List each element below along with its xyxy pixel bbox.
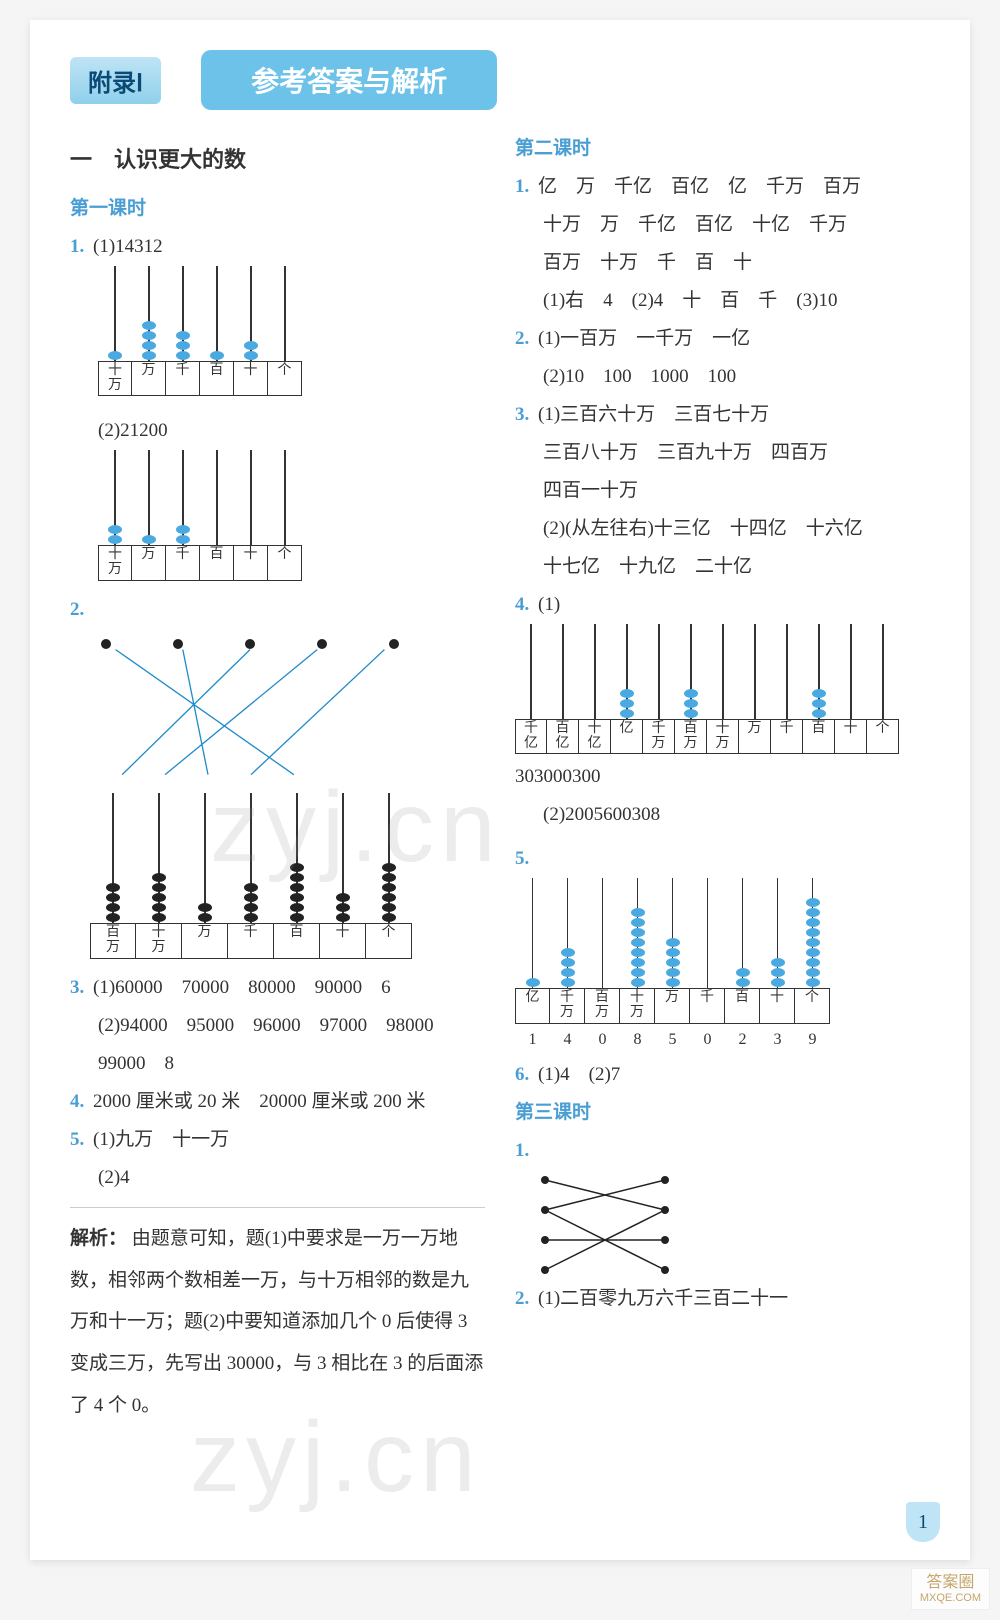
q3-2: (2)94000 95000 96000 97000 98000 xyxy=(70,1007,485,1045)
r-q4: 4. (1) xyxy=(515,586,930,624)
r-q4-2: (2)2005600308 xyxy=(515,796,930,834)
l3-q1: 1. xyxy=(515,1132,930,1170)
lesson-3-heading: 第三课时 xyxy=(515,1094,930,1132)
left-column: 一 认识更大的数 第一课时 1. (1)14312 十 万万千百十个 (2)21… xyxy=(70,130,485,1427)
r-q4-1: (1) xyxy=(538,594,560,615)
abacus-5-number-row: 140850239 xyxy=(515,1024,930,1056)
r-q3-1c: 四百一十万 xyxy=(515,472,930,510)
q4-text: 2000 厘米或 20 米 20000 厘米或 200 米 xyxy=(93,1091,426,1112)
r-q2-2: (2)10 100 1000 100 xyxy=(515,358,930,396)
r-q6: 6. (1)4 (2)7 xyxy=(515,1056,930,1094)
analysis-label: 解析： xyxy=(70,1228,127,1249)
r-q1-sub: (1)右 4 (2)4 十 百 千 (3)10 xyxy=(515,282,930,320)
q1-1: 1. (1)14312 xyxy=(70,228,485,266)
q5-2: (2)4 xyxy=(70,1159,485,1197)
r-q5-num: 5. xyxy=(515,848,529,869)
section-title: 一 认识更大的数 xyxy=(70,138,485,182)
abacus-1: 十 万万千百十个 xyxy=(70,266,485,396)
r-q1-num: 1. xyxy=(515,176,529,197)
q3-number: 3. xyxy=(70,977,84,998)
mini-match-diagram xyxy=(535,1170,675,1280)
r-q1-l1: 亿 万 千亿 百亿 亿 千万 百万 xyxy=(538,176,861,197)
r-q1: 1. 亿 万 千亿 百亿 亿 千万 百万 xyxy=(515,168,930,206)
q1-number: 1. xyxy=(70,236,84,257)
abacus-2: 十 万万千百十个 xyxy=(70,450,485,580)
corner-line1: 答案圈 xyxy=(920,1573,981,1592)
q3: 3. (1)60000 70000 80000 90000 6 xyxy=(70,969,485,1007)
q2-number: 2. xyxy=(70,599,84,620)
appendix-badge: 附录Ⅰ xyxy=(70,57,161,104)
q3-1: (1)60000 70000 80000 90000 6 xyxy=(93,977,391,998)
r-q2: 2. (1)一百万 一千万 一亿 xyxy=(515,320,930,358)
r-q1-l3: 百万 十万 千 百 十 xyxy=(515,244,930,282)
r-q3-2: (2)(从左往右)十三亿 十四亿 十六亿 xyxy=(515,510,930,548)
r-q4-num-text: 303000300 xyxy=(515,758,930,796)
q4-number: 4. xyxy=(70,1091,84,1112)
content-columns: 一 认识更大的数 第一课时 1. (1)14312 十 万万千百十个 (2)21… xyxy=(70,130,930,1427)
r-q3: 3. (1)三百六十万 三百七十万 xyxy=(515,396,930,434)
abacus-5: 亿千 万百 万十 万万千百十个 xyxy=(515,878,930,1023)
corner-line2: MXQE.COM xyxy=(920,1592,981,1605)
r-q1-l2: 十万 万 千亿 百亿 十亿 千万 xyxy=(515,206,930,244)
page-container: 附录Ⅰ 参考答案与解析 一 认识更大的数 第一课时 1. (1)14312 十 … xyxy=(30,20,970,1560)
q1-1-text: (1)14312 xyxy=(93,236,163,257)
lesson-2-heading: 第二课时 xyxy=(515,130,930,168)
r-q4-num: 4. xyxy=(515,594,529,615)
analysis-text: 由题意可知，题(1)中要求是一万一万地数，相邻两个数相差一万，与十万相邻的数是九… xyxy=(70,1228,483,1416)
matching-diagram: 百 万十 万万千百十个 xyxy=(70,639,430,959)
r-q3-1b: 三百八十万 三百九十万 四百万 xyxy=(515,434,930,472)
r-q5: 5. xyxy=(515,840,930,878)
title-banner: 参考答案与解析 xyxy=(201,50,497,110)
page-number: 1 xyxy=(906,1502,940,1542)
l3-q1-num: 1. xyxy=(515,1140,529,1161)
l3-q2-text: (1)二百零九万六千三百二十一 xyxy=(538,1288,788,1309)
q1-2-text: (2)21200 xyxy=(70,412,485,450)
l3-q2-num: 2. xyxy=(515,1288,529,1309)
lesson-1-heading: 第一课时 xyxy=(70,190,485,228)
corner-badge: 答案圈 MXQE.COM xyxy=(911,1568,990,1610)
q4: 4. 2000 厘米或 20 米 20000 厘米或 200 米 xyxy=(70,1083,485,1121)
q5-number: 5. xyxy=(70,1129,84,1150)
r-q3-num: 3. xyxy=(515,404,529,425)
q2-row: 2. xyxy=(70,591,485,629)
l3-q2: 2. (1)二百零九万六千三百二十一 xyxy=(515,1280,930,1318)
r-q3-1: (1)三百六十万 三百七十万 xyxy=(538,404,769,425)
q5: 5. (1)九万 十一万 xyxy=(70,1121,485,1159)
right-column: 第二课时 1. 亿 万 千亿 百亿 亿 千万 百万 十万 万 千亿 百亿 十亿 … xyxy=(515,130,930,1427)
r-q2-num: 2. xyxy=(515,328,529,349)
analysis-block: 解析： 由题意可知，题(1)中要求是一万一万地数，相邻两个数相差一万，与十万相邻… xyxy=(70,1207,485,1427)
abacus-4: 千 亿百 亿十 亿亿千 万百 万十 万万千百十个 xyxy=(515,624,930,754)
q5-1: (1)九万 十一万 xyxy=(93,1129,229,1150)
q3-2b: 99000 8 xyxy=(70,1045,485,1083)
r-q2-1: (1)一百万 一千万 一亿 xyxy=(538,328,750,349)
r-q3-2b: 十七亿 十九亿 二十亿 xyxy=(515,548,930,586)
r-q6-num: 6. xyxy=(515,1064,529,1085)
r-q6-text: (1)4 (2)7 xyxy=(538,1064,620,1085)
header: 附录Ⅰ 参考答案与解析 xyxy=(70,50,930,110)
